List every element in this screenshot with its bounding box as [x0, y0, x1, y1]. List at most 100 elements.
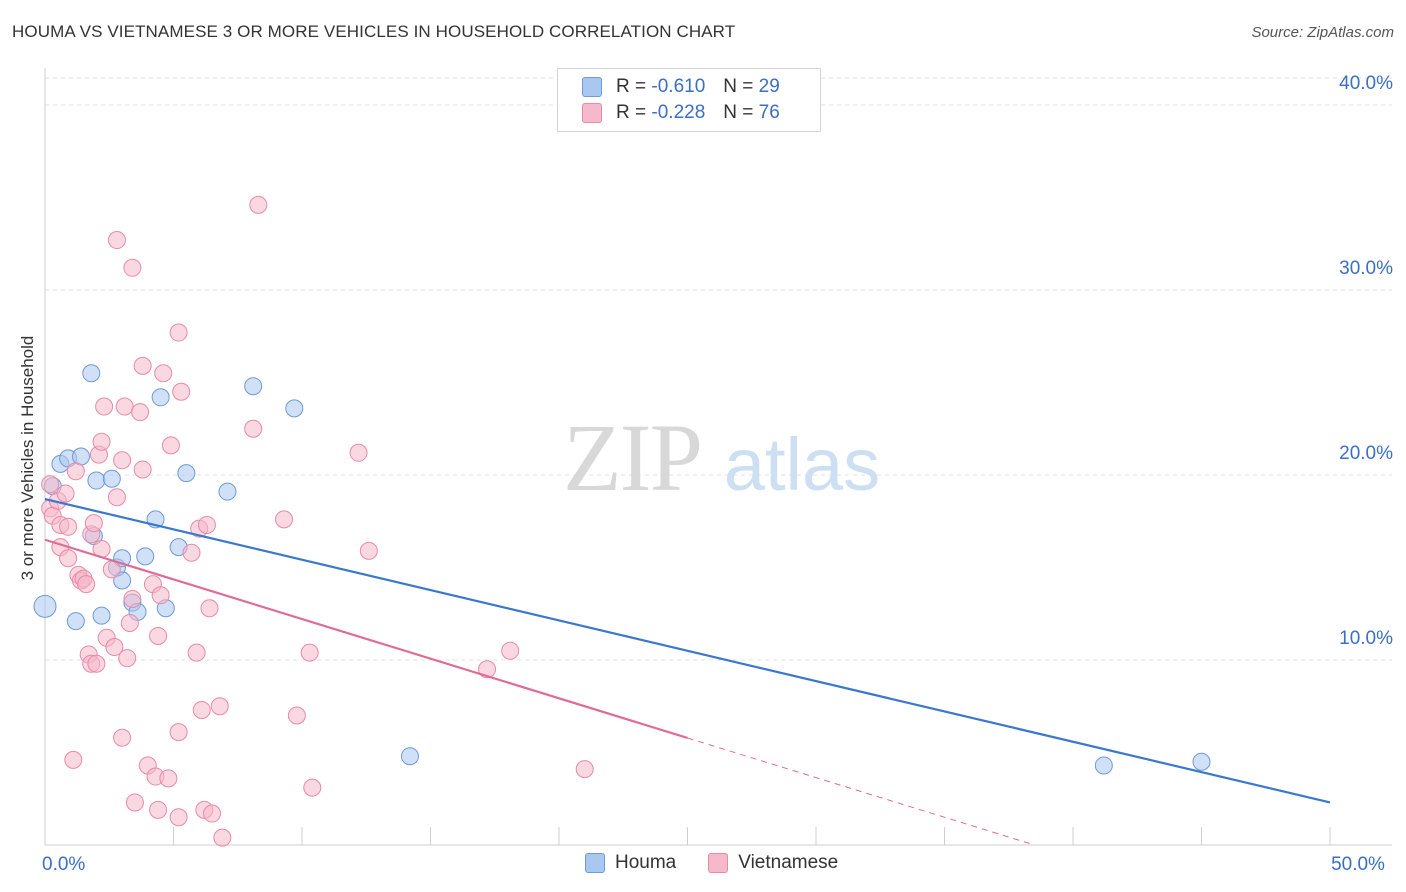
- houma-point: [151, 388, 170, 407]
- vietnamese-point: [244, 419, 263, 438]
- axes: [44, 68, 1392, 846]
- vietnamese-point: [107, 488, 126, 507]
- vietnamese-point: [182, 543, 201, 562]
- vietnamese-point: [59, 549, 78, 568]
- vietnamese-point: [287, 706, 306, 725]
- vietnamese-point: [95, 397, 114, 416]
- vietnamese-point: [66, 462, 85, 481]
- houma-point: [136, 547, 155, 566]
- vietnamese-point: [303, 778, 322, 797]
- legend-row-vietnamese: R = -0.228 N = 76: [582, 100, 780, 126]
- source-credit: Source: ZipAtlas.com: [1251, 24, 1394, 41]
- series-legend: Houma Vietnamese: [585, 852, 870, 874]
- houma-legend-label: Houma: [615, 852, 677, 873]
- houma-n-value: 29: [758, 76, 780, 97]
- vietnamese-point: [192, 700, 211, 719]
- vietnamese-swatch: [582, 103, 602, 123]
- y-tick-label: 30.0%: [1339, 258, 1393, 279]
- vietnamese-point: [151, 586, 170, 605]
- vietnamese-point: [169, 323, 188, 342]
- watermark-zip: ZIP: [563, 404, 701, 511]
- tick-labels: 10.0% 20.0% 30.0% 40.0% 0.0% 50.0%: [42, 73, 1393, 875]
- vietnamese-point: [41, 475, 60, 494]
- y-tick-label: 40.0%: [1339, 73, 1393, 94]
- trend-extension-vietnamese: [687, 737, 1035, 846]
- correlation-legend: R = -0.610 N = 29 R = -0.228 N = 76: [557, 68, 821, 132]
- y-axis-label: 3 or more Vehicles in Household: [18, 336, 37, 581]
- houma-point: [218, 482, 237, 501]
- vietnamese-point: [169, 723, 188, 742]
- houma-point: [244, 377, 263, 396]
- houma-point: [1094, 756, 1113, 775]
- vietnamese-point: [149, 626, 168, 645]
- vietnamese-point: [159, 769, 178, 788]
- vietnamese-point: [105, 638, 124, 657]
- vietnamese-point: [359, 541, 378, 560]
- vietnamese-point: [77, 575, 96, 594]
- houma-point: [1192, 752, 1211, 771]
- r-label: R =: [616, 102, 647, 123]
- vietnamese-point: [210, 697, 229, 716]
- watermark-atlas: atlas: [724, 423, 880, 506]
- vietnamese-point: [92, 432, 111, 451]
- chart-title: HOUMA VS VIETNAMESE 3 OR MORE VEHICLES I…: [12, 22, 736, 41]
- vietnamese-point: [64, 750, 83, 769]
- vietnamese-point: [203, 804, 222, 823]
- houma-point: [87, 471, 106, 490]
- x-tick-label: 0.0%: [42, 854, 85, 875]
- n-label: N =: [723, 76, 754, 97]
- houma-r-value: -0.610: [651, 76, 706, 97]
- vietnamese-point: [133, 356, 152, 375]
- vietnamese-r-value: -0.228: [651, 102, 706, 123]
- vietnamese-point: [113, 728, 132, 747]
- y-tick-label: 20.0%: [1339, 443, 1393, 464]
- vietnamese-point: [300, 643, 319, 662]
- vietnamese-point: [249, 195, 268, 214]
- vietnamese-point: [154, 364, 173, 383]
- houma-point: [400, 747, 419, 766]
- vietnamese-point: [107, 231, 126, 250]
- houma-point: [102, 469, 121, 488]
- legend-item-houma: Houma: [585, 852, 676, 874]
- trend-lines: [44, 497, 1331, 846]
- legend-item-vietnamese: Vietnamese: [708, 852, 838, 874]
- vietnamese-point: [161, 436, 180, 455]
- vietnamese-n-value: 76: [758, 102, 780, 123]
- vietnamese-point: [123, 589, 142, 608]
- houma-point: [33, 594, 57, 618]
- vietnamese-point: [56, 484, 75, 503]
- vietnamese-point: [172, 382, 191, 401]
- vietnamese-point: [349, 443, 368, 462]
- vietnamese-point: [149, 800, 168, 819]
- trend-line-houma: [44, 497, 1331, 804]
- houma-point: [82, 364, 101, 383]
- vietnamese-point: [59, 517, 78, 536]
- vietnamese-point: [200, 599, 219, 618]
- vietnamese-point: [115, 397, 134, 416]
- vietnamese-legend-swatch: [708, 853, 729, 873]
- vietnamese-point: [125, 793, 144, 812]
- vietnamese-point: [133, 460, 152, 479]
- vietnamese-point: [478, 660, 497, 679]
- houma-legend-swatch: [585, 853, 605, 873]
- vietnamese-point: [102, 560, 121, 579]
- n-label: N =: [723, 102, 754, 123]
- legend-row-houma: R = -0.610 N = 29: [582, 74, 780, 100]
- vietnamese-point: [84, 514, 103, 533]
- houma-point: [66, 612, 85, 631]
- x-tick-label: 50.0%: [1331, 854, 1385, 875]
- vietnamese-point: [501, 641, 520, 660]
- vietnamese-point: [123, 258, 142, 277]
- vietnamese-point: [131, 403, 150, 422]
- vietnamese-point: [87, 654, 106, 673]
- data-points: [33, 195, 1211, 847]
- r-label: R =: [616, 76, 647, 97]
- gridlines: [45, 77, 1392, 661]
- vietnamese-point: [197, 515, 216, 534]
- vietnamese-point: [169, 808, 188, 827]
- houma-point: [285, 399, 304, 418]
- vietnamese-point: [575, 760, 594, 779]
- houma-point: [92, 606, 111, 625]
- y-tick-label: 10.0%: [1339, 628, 1393, 649]
